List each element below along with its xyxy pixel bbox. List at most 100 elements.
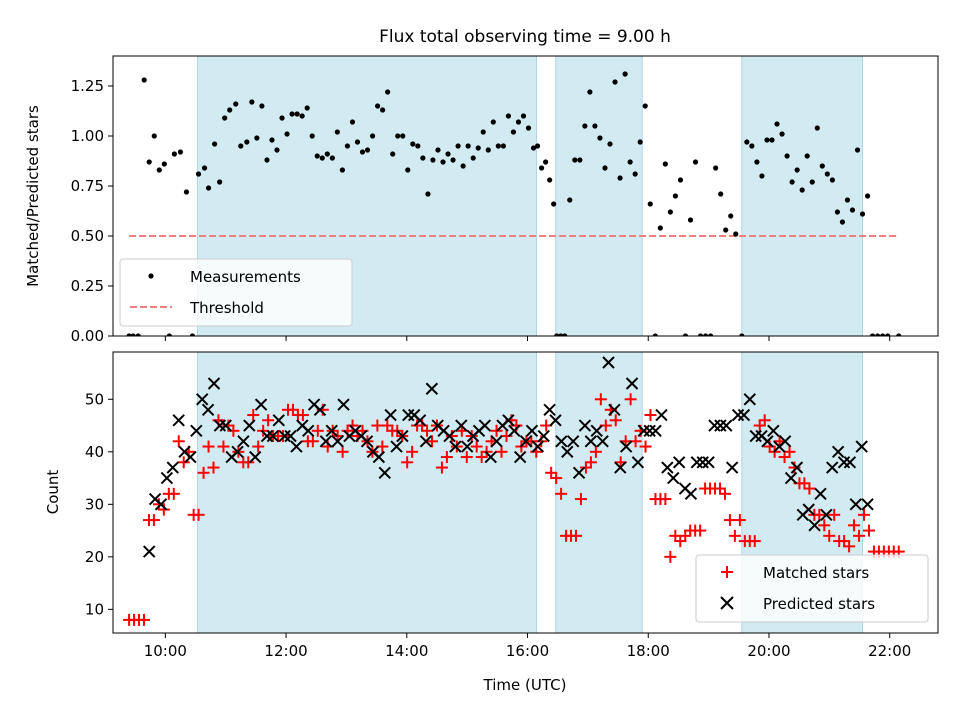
measurement-point [859, 211, 866, 217]
predicted-star-point [708, 419, 721, 432]
measurement-point [728, 213, 734, 219]
matched-star-point [490, 424, 503, 437]
predicted-star-point [266, 429, 280, 443]
predicted-star-point [855, 440, 868, 453]
measurement-point [212, 141, 218, 147]
predicted-star-point [684, 487, 698, 501]
measurement-point [764, 137, 770, 143]
predicted-star-point [802, 503, 815, 516]
measurement-point [885, 333, 891, 336]
matched-star-point [858, 508, 871, 521]
predicted-star-point [449, 440, 462, 453]
measurement-point [420, 155, 426, 161]
measurement-point [151, 133, 157, 139]
predicted-star-point [814, 487, 827, 501]
predicted-star-point [513, 450, 527, 464]
predicted-star-point [219, 419, 232, 432]
measurement-point [227, 107, 233, 113]
measurement-point [708, 333, 714, 336]
predicted-star-point [231, 445, 244, 459]
measurement-point [349, 119, 356, 125]
matched-star-point [425, 435, 438, 448]
measurement-point [774, 121, 780, 127]
predicted-star-point [196, 393, 209, 406]
predicted-star-point [584, 435, 598, 448]
measurement-point [254, 135, 260, 141]
measurement-point [238, 143, 244, 149]
measurement-point [354, 139, 361, 145]
predicted-star-point [290, 440, 303, 453]
predicted-star-point [478, 419, 492, 432]
measurement-point [824, 171, 830, 177]
predicted-star-point [207, 377, 221, 390]
predicted-star-point [443, 429, 456, 443]
measurement-point [465, 143, 471, 149]
predicted-star-point [425, 382, 439, 395]
predicted-star-point [413, 414, 427, 427]
measurement-point [259, 103, 265, 109]
x-tick-label: 16:00 [506, 642, 549, 660]
measurement-point [475, 145, 481, 151]
measurement-point [647, 201, 653, 207]
top-y-tick-label: 0.00 [71, 327, 104, 345]
predicted-star-point [319, 435, 333, 448]
predicted-star-point [831, 445, 845, 459]
measurement-point [385, 89, 391, 95]
measurement-point [510, 129, 517, 135]
measurement-point [445, 151, 451, 157]
measurement-point [364, 147, 371, 153]
predicted-star-point [761, 435, 774, 448]
predicted-star-point [531, 440, 545, 453]
matched-star-point [843, 540, 856, 553]
measurement-point [480, 129, 486, 135]
predicted-star-point [284, 429, 297, 443]
bottom-y-axis-label: Count [44, 470, 62, 515]
predicted-star-point [837, 456, 851, 469]
predicted-star-point [696, 456, 709, 469]
top-panel: Flux total observing time = 9.00 h 0.000… [24, 27, 939, 345]
measurement-point [789, 179, 795, 185]
predicted-star-point [166, 461, 179, 474]
matched-star-point [306, 435, 319, 448]
measurement-point [334, 129, 340, 135]
measurement-point [470, 155, 476, 161]
predicted-star-point [325, 424, 338, 437]
matched-star-point [788, 461, 801, 474]
top-axes: 0.00 0.25 0.50 0.75 1.00 1.25 [71, 77, 891, 345]
predicted-star-point [519, 435, 533, 448]
measurement-point [819, 163, 825, 169]
predicted-star-point [572, 466, 586, 480]
measurement-point [329, 155, 335, 161]
matched-star-point [609, 414, 622, 427]
predicted-star-point [861, 498, 874, 511]
matched-star-point [336, 445, 349, 458]
top-y-tick-label: 0.75 [71, 177, 104, 195]
matched-star-point [147, 514, 160, 527]
matched-star-point [252, 440, 265, 453]
measurement-point [657, 225, 663, 231]
measurement-point [799, 187, 805, 193]
matched-star-point [733, 514, 746, 527]
measurement-point [627, 159, 633, 165]
matched-star-point [192, 508, 205, 521]
predicted-star-point [378, 466, 391, 480]
measurement-point [269, 137, 275, 143]
predicted-star-point [455, 419, 468, 432]
measurement-point [814, 125, 820, 131]
predicted-star-point [490, 435, 503, 448]
predicted-star-point [631, 456, 645, 469]
matched-star-point [664, 550, 677, 563]
predicted-star-point [590, 424, 603, 437]
predicted-star-point [419, 435, 433, 448]
predicted-star-point [619, 440, 633, 453]
measurement-point [314, 153, 320, 159]
matched-star-point [172, 435, 185, 448]
top-y-axis-label: Matched/Predicted stars [24, 105, 42, 287]
predicted-star-point [213, 419, 227, 432]
measurement-point [870, 333, 876, 336]
measurement-point [410, 141, 416, 147]
measurement-point [264, 157, 270, 163]
matched-star-point [197, 466, 210, 479]
predicted-star-point [820, 508, 833, 522]
measurement-point [177, 149, 184, 155]
